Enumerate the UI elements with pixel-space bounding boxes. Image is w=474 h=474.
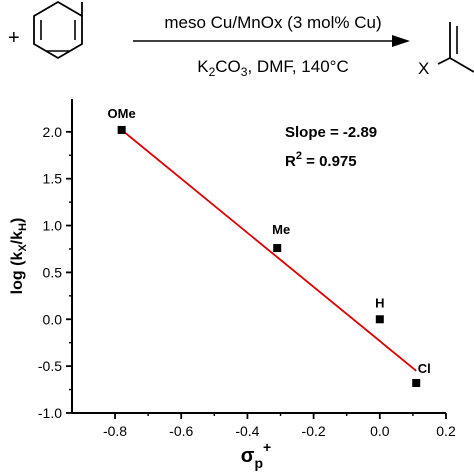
x-axis-label: σp+ (241, 439, 271, 471)
x-tick-label: 0.0 (370, 423, 390, 439)
iodine-label: I (78, 0, 82, 2)
x-tick-label: -0.4 (235, 423, 259, 439)
fit-line (121, 129, 417, 372)
data-point (412, 379, 421, 388)
x-tick-label: -0.2 (302, 423, 326, 439)
y-tick-label: 0.5 (43, 264, 63, 280)
y-tick-label: -1.0 (38, 405, 62, 421)
catalyst-label: meso Cu/MnOx (3 mol% Cu) (164, 13, 381, 32)
product-ring-partial (449, 22, 474, 73)
y-tick-label: 0.0 (43, 311, 63, 327)
data-points (117, 125, 421, 388)
x-tick-label: 0.2 (436, 423, 456, 439)
plus-sign: + (8, 27, 20, 49)
data-point (273, 244, 282, 253)
y-axis-label: log (kX/kH) (9, 218, 29, 295)
y-tick-label: 2.0 (43, 124, 63, 140)
point-label: H (375, 295, 384, 310)
y-tick-label: 1.0 (43, 218, 63, 234)
product-c-x-bond (437, 57, 451, 65)
y-tick-label: -0.5 (38, 358, 62, 374)
product-substituent-label: X (418, 59, 429, 78)
x-ticks: -0.8 -0.6 -0.4 -0.2 0.0 0.2 (103, 413, 456, 439)
y-ticks: -1.0 -0.5 0.0 0.5 1.0 1.5 2.0 (38, 124, 72, 421)
point-labels: OMe Me H Cl (108, 106, 431, 376)
x-tick-label: -0.6 (169, 423, 193, 439)
x-tick-label: -0.8 (103, 423, 127, 439)
hammett-plot: -0.8 -0.6 -0.4 -0.2 0.0 0.2 -1.0 -0.5 0.0 0.5 1.0… (9, 99, 456, 471)
reaction-arrow-head (392, 35, 410, 47)
y-tick-label: 1.5 (43, 171, 63, 187)
data-point (375, 315, 384, 324)
slope-annotation: Slope = -2.89 (285, 124, 377, 141)
data-point (117, 125, 126, 134)
point-label: Cl (418, 361, 431, 376)
r2-annotation: R2 = 0.975 (285, 150, 357, 170)
reaction-scheme: + I meso Cu/MnOx (3 mol% Cu) K2CO3, DMF,… (8, 0, 474, 79)
point-label: OMe (108, 106, 136, 121)
conditions-label: K2CO3, DMF, 140°C (197, 57, 349, 79)
point-label: Me (272, 222, 290, 237)
